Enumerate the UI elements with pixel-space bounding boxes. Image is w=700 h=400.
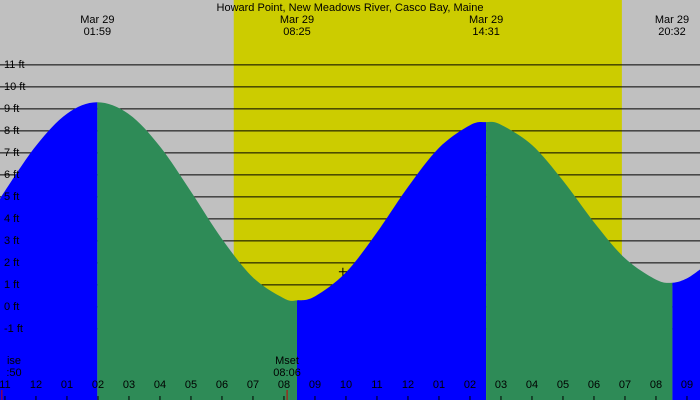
y-tick-label: 0 ft: [4, 301, 19, 313]
label-layer: 11 ft 10 ft 9 ft 8 ft 7 ft 6 ft 5 ft 4 ft 3 ft 2 …: [0, 14, 693, 400]
x-tick-label: 08: [650, 379, 662, 391]
tide-time: 08:25: [283, 26, 311, 38]
x-tick-label: 03: [123, 379, 135, 391]
x-tick-label: 10: [340, 379, 352, 391]
y-tick-label: -1 ft: [4, 323, 23, 335]
x-tick-label: 12: [30, 379, 42, 391]
x-tick-label: 05: [185, 379, 197, 391]
x-tick-label: 01: [61, 379, 73, 391]
x-tick-label: 09: [309, 379, 321, 391]
tide-date: Mar 29: [80, 14, 114, 26]
x-tick-label: 03: [495, 379, 507, 391]
y-tick-label: 3 ft: [4, 235, 19, 247]
tide-area: [486, 121, 673, 400]
x-tick-label: 09: [681, 379, 693, 391]
x-tick-label: 07: [247, 379, 259, 391]
x-tick-label: 04: [154, 379, 166, 391]
x-tick-label: 12: [402, 379, 414, 391]
now-marker: [338, 267, 347, 276]
x-tick-label: 02: [464, 379, 476, 391]
tide-area: [0, 102, 98, 400]
tide-time: 01:59: [84, 26, 112, 38]
tide-layer: [0, 102, 700, 400]
y-tick-label: 8 ft: [4, 125, 19, 137]
y-tick-label: 6 ft: [4, 169, 19, 181]
tide-time: 14:31: [472, 26, 500, 38]
y-tick-label: 2 ft: [4, 257, 19, 269]
tide-area: [97, 102, 297, 400]
tide-area: [296, 121, 487, 400]
y-tick-label: 5 ft: [4, 191, 19, 203]
x-tick-label: 11: [371, 379, 382, 391]
tide-date: Mar 29: [469, 14, 503, 26]
tide-date: Mar 29: [655, 14, 689, 26]
moon-label: Mset: [275, 355, 299, 367]
moon-label: ise: [7, 355, 21, 367]
x-tick-label: 04: [526, 379, 538, 391]
x-tick-label: 06: [216, 379, 228, 391]
y-tick-label: 4 ft: [4, 213, 19, 225]
x-tick-label: 08: [278, 379, 290, 391]
x-tick-label: 11: [0, 379, 11, 391]
x-tick-label: 07: [619, 379, 631, 391]
y-tick-label: 7 ft: [4, 147, 19, 159]
moon-time: 08:06: [273, 367, 301, 379]
moon-time: :50: [6, 367, 21, 379]
tide-time: 20:32: [658, 26, 686, 38]
x-tick-label: 02: [92, 379, 104, 391]
y-tick-label: 9 ft: [4, 103, 19, 115]
y-tick-label: 11 ft: [4, 59, 25, 71]
x-tick-label: 01: [433, 379, 445, 391]
x-tick-label: 05: [557, 379, 569, 391]
y-tick-label: 1 ft: [4, 279, 19, 291]
chart-title: Howard Point, New Meadows River, Casco B…: [217, 2, 484, 14]
tide-date: Mar 29: [280, 14, 314, 26]
tide-area: [672, 269, 700, 400]
y-tick-label: 10 ft: [4, 81, 25, 93]
x-tick-label: 06: [588, 379, 600, 391]
